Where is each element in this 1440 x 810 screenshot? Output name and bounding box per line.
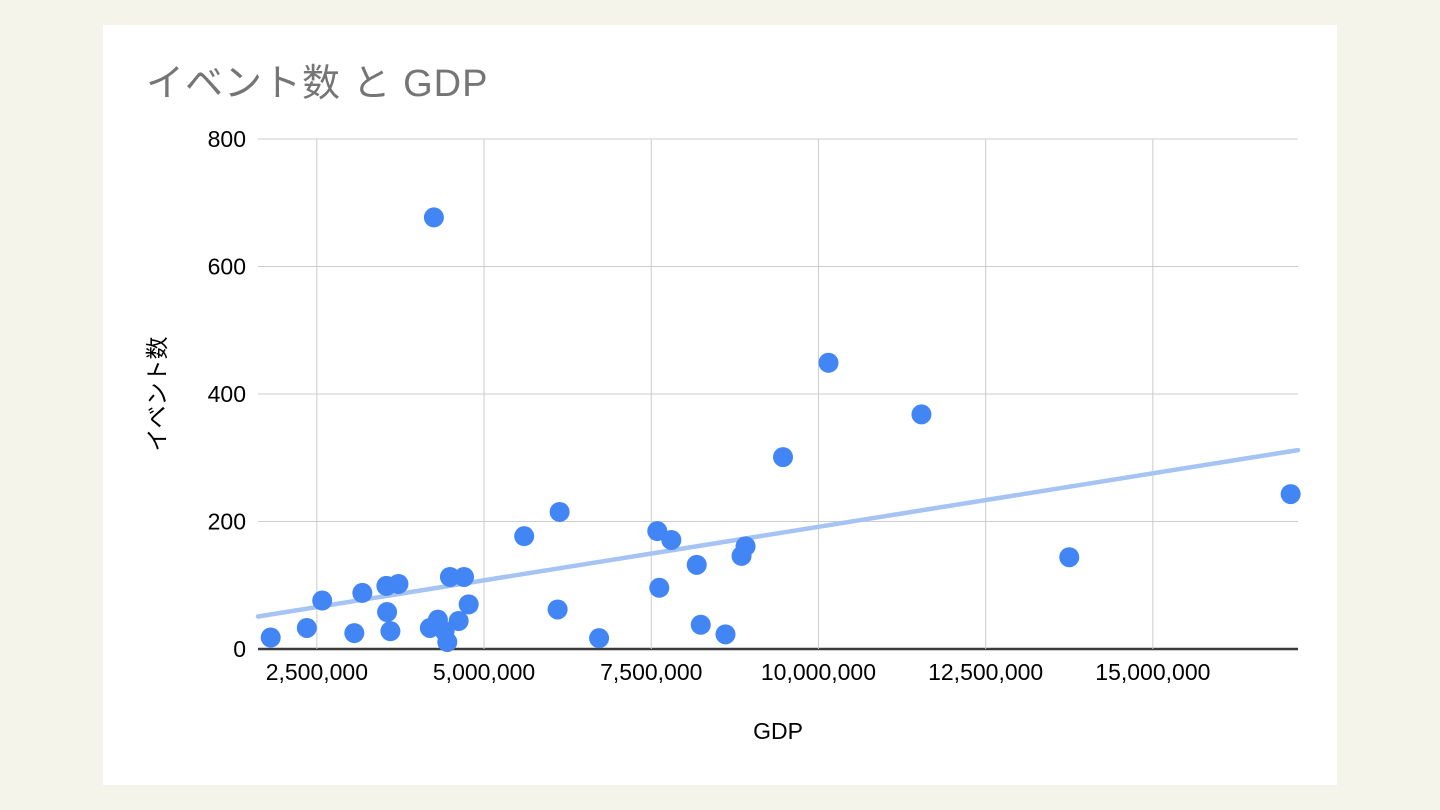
data-point[interactable] <box>1280 484 1301 505</box>
data-point[interactable] <box>388 573 409 594</box>
y-tick-label: 200 <box>208 509 246 535</box>
data-point[interactable] <box>661 529 682 550</box>
data-point[interactable] <box>377 602 398 623</box>
y-tick-label: 0 <box>233 636 246 662</box>
x-axis-title: GDP <box>753 718 803 744</box>
y-tick-label: 800 <box>208 126 246 152</box>
data-point[interactable] <box>911 404 932 425</box>
data-point[interactable] <box>690 614 711 635</box>
data-point[interactable] <box>296 617 317 638</box>
data-point[interactable] <box>423 207 444 228</box>
data-point[interactable] <box>344 623 365 644</box>
data-point[interactable] <box>514 526 535 547</box>
chart-card <box>103 25 1337 785</box>
x-tick-label: 2,500,000 <box>266 659 368 685</box>
y-tick-label: 400 <box>208 381 246 407</box>
chart-title: イベント数 と GDP <box>146 63 489 105</box>
x-tick-label: 10,000,000 <box>761 659 876 685</box>
data-point[interactable] <box>448 610 469 631</box>
trend-line <box>255 447 1301 619</box>
x-tick-label: 15,000,000 <box>1095 659 1210 685</box>
data-point[interactable] <box>773 447 794 468</box>
data-point[interactable] <box>547 599 568 620</box>
data-point[interactable] <box>458 594 479 615</box>
data-point[interactable] <box>818 352 839 373</box>
data-point[interactable] <box>1059 547 1080 568</box>
x-tick-label: 12,500,000 <box>928 659 1043 685</box>
y-tick-label: 600 <box>208 254 246 280</box>
data-point[interactable] <box>352 582 373 603</box>
data-point[interactable] <box>439 566 460 587</box>
data-point[interactable] <box>715 624 736 645</box>
data-point[interactable] <box>686 554 707 575</box>
data-point[interactable] <box>453 566 474 587</box>
x-tick-label: 5,000,000 <box>433 659 535 685</box>
data-point[interactable] <box>589 628 610 649</box>
data-point[interactable] <box>260 627 281 648</box>
data-point[interactable] <box>649 577 670 598</box>
data-point[interactable] <box>735 536 756 557</box>
data-point[interactable] <box>380 621 401 642</box>
data-point[interactable] <box>549 501 570 522</box>
data-point[interactable] <box>437 631 458 652</box>
x-tick-label: 7,500,000 <box>600 659 702 685</box>
data-point[interactable] <box>312 590 333 611</box>
